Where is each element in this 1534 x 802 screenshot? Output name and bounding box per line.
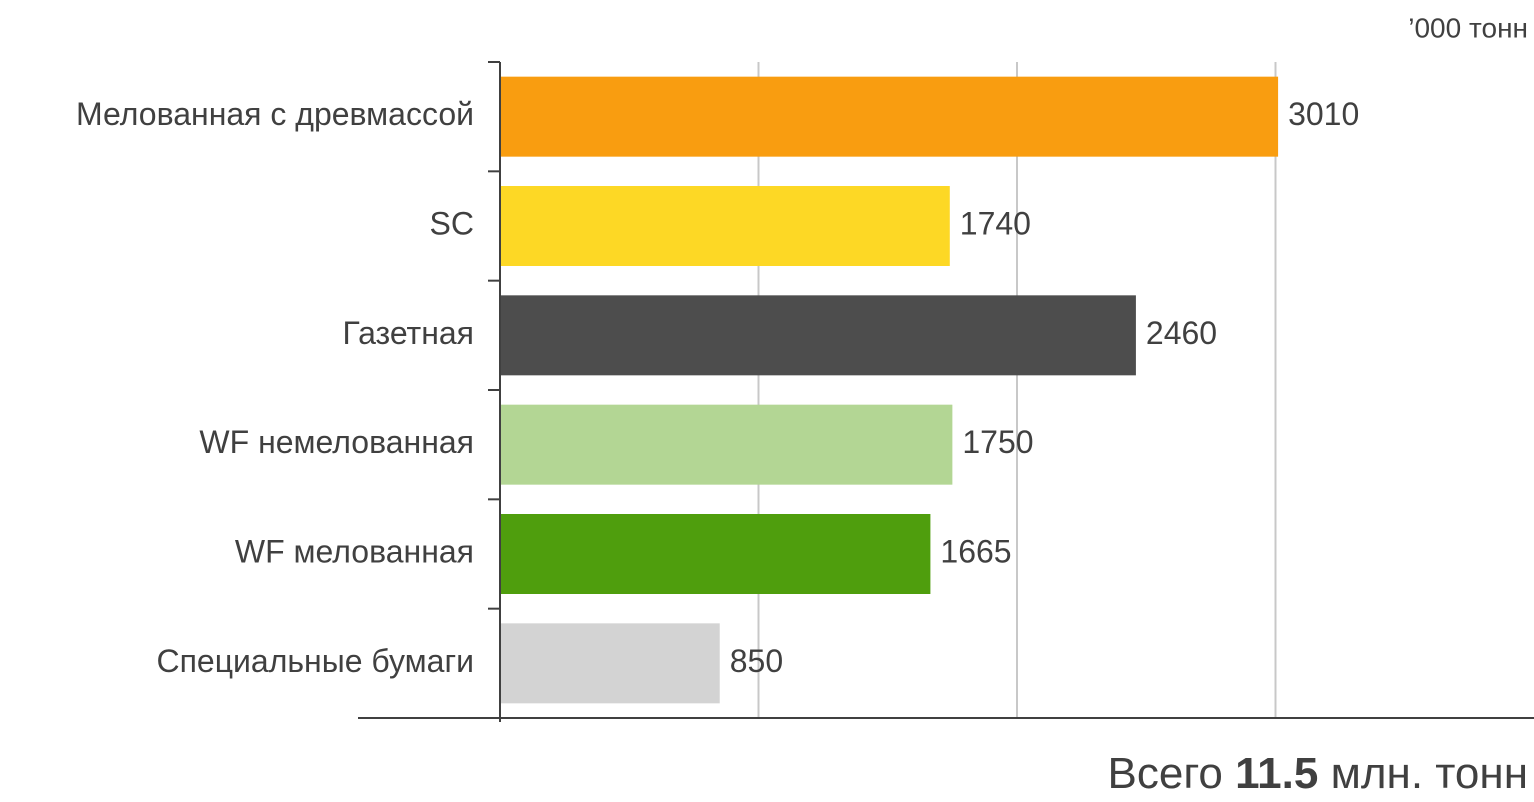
- category-label: SC: [430, 205, 474, 241]
- total-prefix: Всего: [1108, 749, 1223, 798]
- value-label: 1750: [962, 424, 1033, 460]
- bar: [500, 186, 950, 266]
- category-label: Специальные бумаги: [156, 643, 474, 679]
- value-label: 2460: [1146, 315, 1217, 351]
- category-label: Газетная: [343, 315, 474, 351]
- category-label: WF немелованная: [199, 424, 474, 460]
- total-label: Всего 11.5 млн. тонн: [1108, 749, 1528, 798]
- value-label: 3010: [1288, 96, 1359, 132]
- value-label: 1665: [940, 533, 1011, 569]
- total-value: 11.5: [1235, 749, 1318, 798]
- category-label: WF мелованная: [235, 533, 474, 569]
- bar: [500, 76, 1279, 157]
- bar: [500, 295, 1136, 376]
- value-label: 1740: [960, 205, 1031, 241]
- total-suffix: млн. тонн: [1331, 749, 1528, 798]
- bar: [500, 404, 953, 485]
- unit-label: ’000 тонн: [1408, 12, 1528, 43]
- value-label: 850: [730, 643, 783, 679]
- bar: [500, 623, 720, 704]
- bar: [500, 514, 931, 594]
- category-label: Мелованная с древмассой: [76, 96, 474, 132]
